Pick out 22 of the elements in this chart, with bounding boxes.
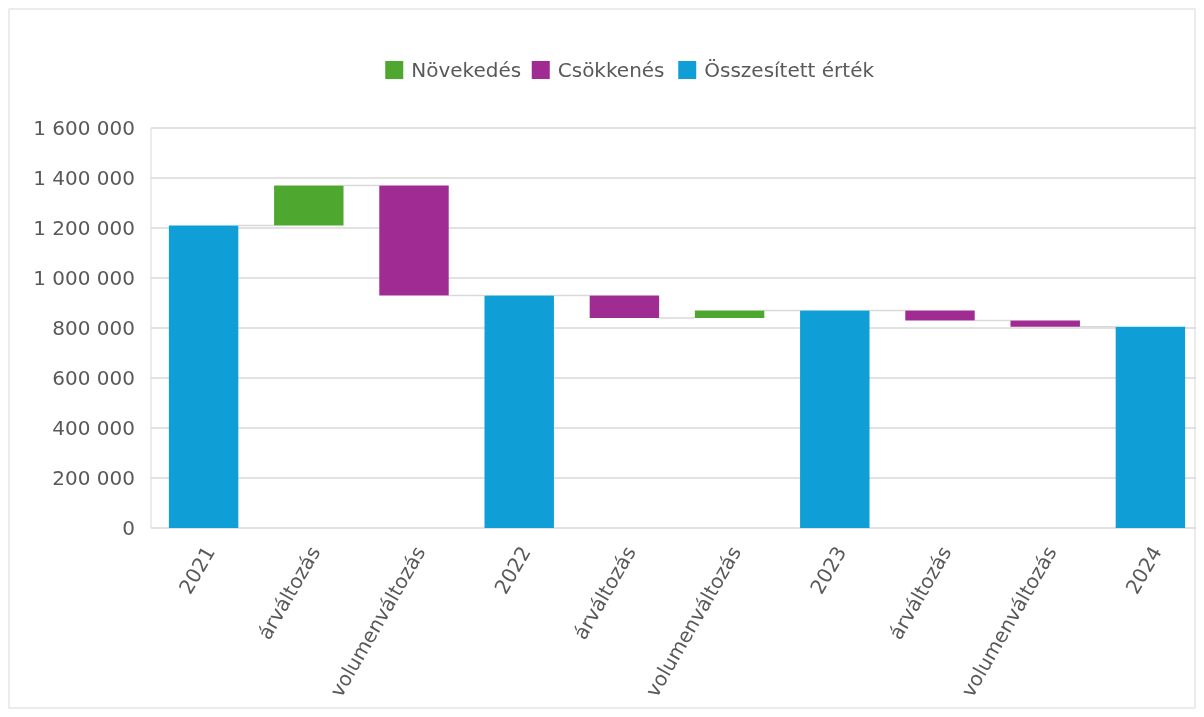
bar	[905, 310, 975, 321]
y-tick-label: 400 000	[52, 416, 135, 440]
y-tick-label: 1 600 000	[33, 116, 135, 140]
bar	[1115, 326, 1186, 528]
bar	[1010, 320, 1080, 327]
bar	[379, 185, 449, 296]
y-tick-label: 1 400 000	[33, 166, 135, 190]
legend-label: Csökkenés	[557, 58, 665, 82]
y-tick-label: 1 000 000	[33, 266, 135, 290]
legend-label: Növekedés	[411, 58, 522, 82]
bar	[589, 295, 660, 318]
bar	[800, 310, 870, 528]
legend-label: Összesített érték	[704, 58, 875, 82]
y-tick-label: 0	[122, 516, 135, 540]
bar	[484, 295, 554, 528]
y-tick-label: 200 000	[52, 466, 135, 490]
bar	[168, 225, 239, 528]
y-tick-label: 1 200 000	[33, 216, 135, 240]
y-tick-label: 600 000	[52, 366, 135, 390]
bar	[274, 185, 344, 226]
bar	[694, 310, 765, 318]
y-tick-label: 800 000	[52, 316, 135, 340]
